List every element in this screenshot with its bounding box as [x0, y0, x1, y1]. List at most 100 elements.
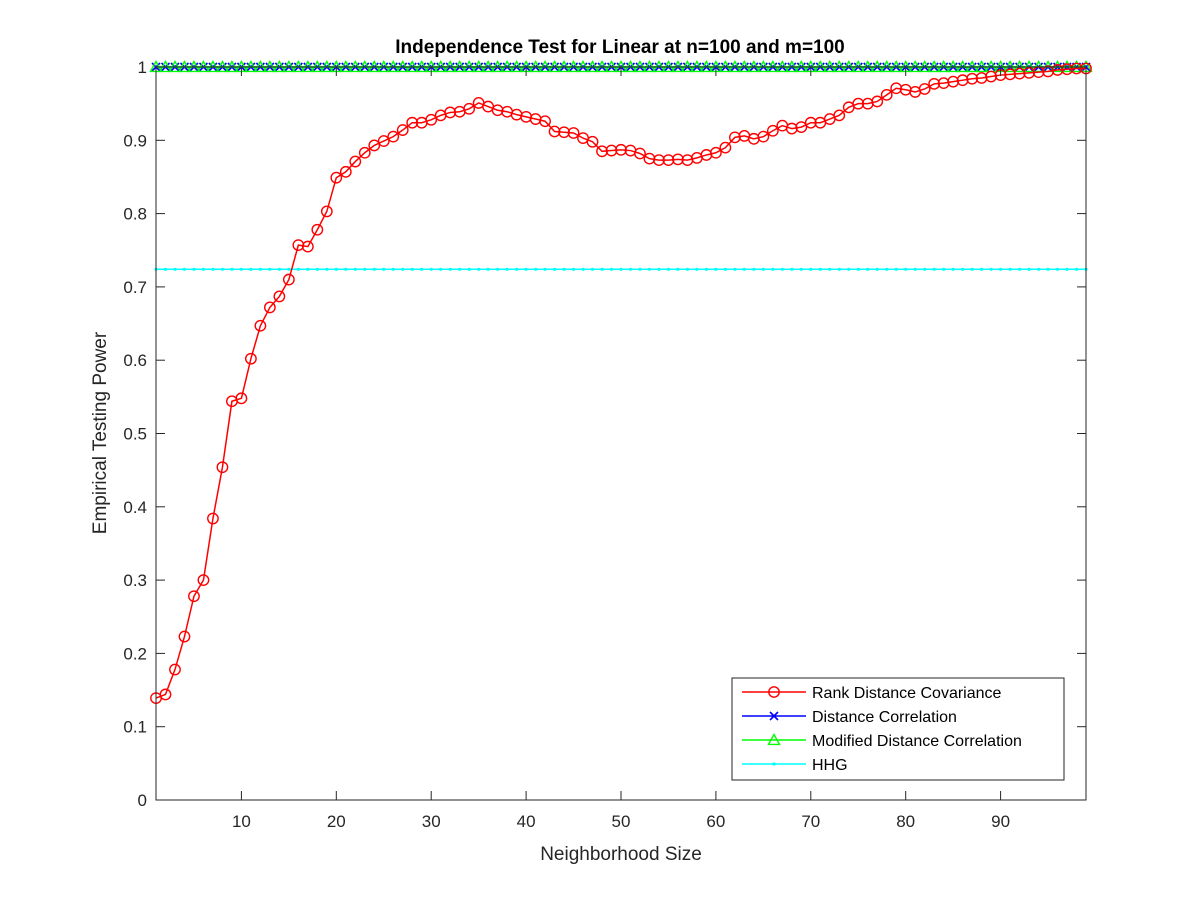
data-point	[790, 267, 794, 271]
data-point	[277, 267, 281, 271]
data-point	[344, 267, 348, 271]
data-point	[661, 60, 676, 73]
legend-label: HHG	[812, 757, 848, 774]
data-point	[1013, 67, 1026, 80]
data-point	[363, 267, 367, 271]
data-point	[377, 135, 390, 147]
data-point	[813, 60, 827, 73]
data-point	[429, 267, 433, 271]
data-point	[695, 267, 699, 271]
data-point	[1070, 62, 1083, 75]
data-point	[742, 267, 746, 271]
x-tick-label: 90	[991, 812, 1010, 831]
x-tick-label: 30	[422, 812, 441, 831]
data-point	[1060, 60, 1074, 73]
data-point	[638, 267, 642, 271]
data-point	[596, 145, 608, 158]
data-point	[799, 267, 803, 271]
data-point	[733, 267, 737, 271]
data-point	[244, 60, 258, 73]
data-point	[230, 267, 234, 271]
data-point	[396, 60, 410, 73]
data-point	[585, 60, 600, 73]
legend-box	[731, 677, 1065, 781]
legend-marker	[768, 686, 780, 698]
data-point	[386, 60, 400, 73]
data-point	[1050, 60, 1065, 73]
data-point	[158, 60, 173, 73]
data-point	[880, 88, 893, 101]
chart-title: Independence Test for Linear at n=100 an…	[395, 37, 844, 58]
data-point	[225, 60, 239, 73]
data-point	[325, 267, 329, 271]
data-point	[875, 267, 879, 271]
series-line	[155, 67, 1086, 699]
data-point	[448, 267, 452, 271]
data-point	[923, 267, 927, 271]
data-point	[571, 267, 576, 271]
data-point	[1004, 68, 1016, 81]
data-point	[718, 60, 733, 73]
data-point	[177, 60, 192, 73]
x-tick-label: 40	[517, 812, 536, 831]
data-point	[528, 60, 543, 73]
data-point	[334, 267, 338, 271]
data-point	[1017, 267, 1022, 271]
data-point	[463, 102, 476, 115]
x-tick-label: 50	[612, 812, 631, 831]
data-point	[998, 267, 1003, 271]
data-point	[946, 60, 960, 73]
data-point	[163, 267, 168, 271]
data-point	[828, 267, 832, 271]
data-point	[657, 267, 661, 271]
data-point	[315, 267, 319, 271]
data-point	[562, 267, 566, 271]
data-point	[590, 267, 595, 271]
data-point	[932, 267, 936, 271]
y-tick-label: 0.7	[123, 278, 147, 297]
data-point	[558, 126, 570, 139]
legend-marker	[769, 711, 779, 721]
data-point	[889, 60, 903, 73]
data-point	[1065, 267, 1069, 271]
x-tick-label: 10	[232, 812, 251, 831]
data-point	[980, 267, 984, 271]
data-point	[458, 267, 462, 271]
data-point	[196, 60, 211, 73]
data-point	[795, 121, 808, 134]
data-point	[704, 267, 709, 271]
data-point	[723, 267, 727, 271]
data-point	[833, 109, 846, 122]
data-point	[966, 72, 979, 85]
data-point	[699, 60, 714, 73]
y-tick-label: 0	[138, 791, 147, 810]
x-axis: 10 20 30 40 50 60 70 80 90	[232, 67, 1010, 831]
data-point	[557, 60, 571, 73]
data-point	[728, 60, 742, 73]
data-point	[818, 267, 822, 271]
data-point	[348, 60, 362, 73]
data-point	[880, 60, 894, 73]
data-point	[628, 267, 633, 271]
data-point	[804, 116, 817, 129]
data-point	[168, 60, 182, 73]
y-tick-label: 0.4	[123, 498, 147, 517]
series-hhg	[154, 267, 1088, 271]
data-point	[443, 60, 457, 73]
data-point	[452, 60, 467, 73]
data-point	[685, 267, 690, 271]
data-point	[1069, 60, 1084, 73]
data-point	[505, 267, 509, 271]
y-tick-label: 0.5	[123, 425, 147, 444]
data-point	[311, 223, 324, 236]
legend-marker	[772, 762, 776, 766]
data-point	[615, 143, 627, 156]
legend-marker	[767, 733, 781, 746]
legend-item: HHG	[742, 757, 848, 774]
data-point	[486, 267, 490, 271]
data-point	[955, 60, 970, 73]
data-point	[1051, 64, 1064, 76]
series-rank-distance-covariance	[150, 62, 1092, 705]
data-point	[766, 60, 780, 73]
data-point	[605, 144, 618, 157]
